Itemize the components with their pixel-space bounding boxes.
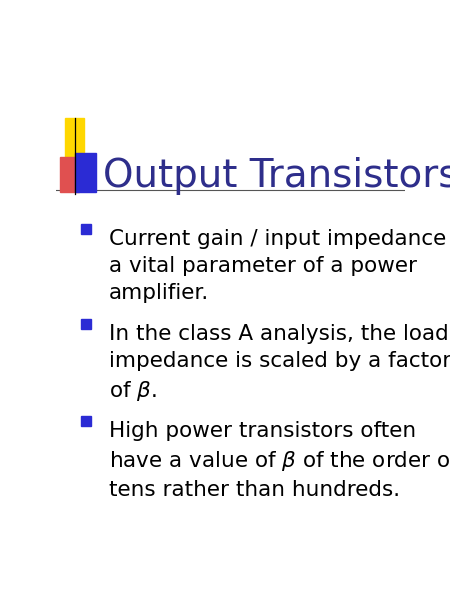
Bar [76,153,96,192]
Text: In the class A analysis, the load
impedance is scaled by a factor
of $\beta$.: In the class A analysis, the load impeda… [108,324,450,403]
Text: Current gain / input impedance is
a vital parameter of a power
amplifier.: Current gain / input impedance is a vita… [108,229,450,304]
Text: Output Transistors: Output Transistors [104,157,450,195]
Bar [65,118,84,164]
Bar [60,157,79,192]
Text: High power transistors often
have a value of $\beta$ of the order of
tens rather: High power transistors often have a valu… [108,421,450,500]
